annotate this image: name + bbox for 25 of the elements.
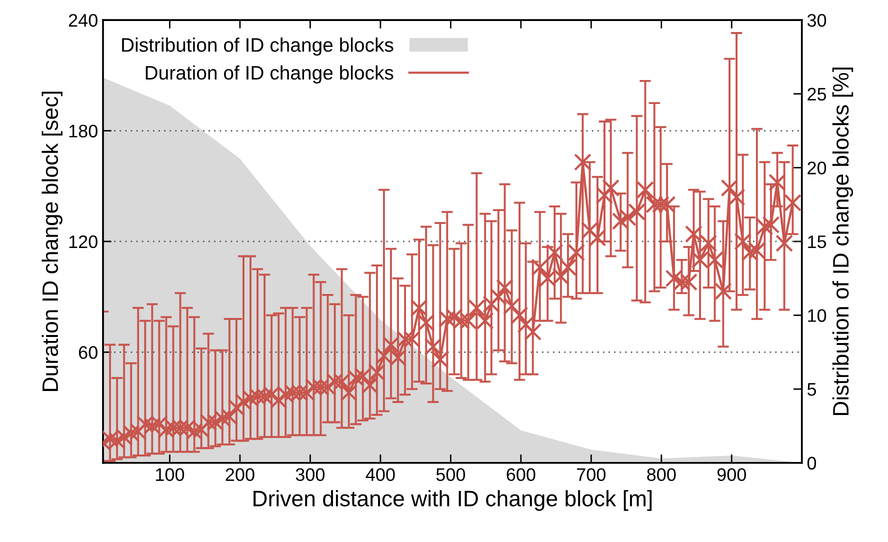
y2-tick-label: 10: [808, 309, 826, 322]
y2-tick-label: 20: [808, 162, 826, 174]
legend-label: Duration of ID change blocks: [146, 65, 394, 84]
y2-axis-title: Distribution of ID change blocks [%]: [832, 68, 854, 416]
y2-tick-label: 30: [807, 14, 826, 27]
x-tick-label: 100: [156, 468, 184, 481]
x-tick-label: 500: [436, 468, 466, 481]
y-tick-label: 120: [69, 235, 98, 248]
y-tick-label: 240: [68, 14, 98, 27]
y-tick-label: 60: [78, 346, 98, 359]
x-tick-label: 900: [717, 468, 746, 481]
x-tick-label: 800: [647, 468, 676, 481]
x-tick-label: 600: [506, 468, 536, 481]
y2-tick-label: 5: [807, 383, 816, 396]
x-tick-label: 200: [226, 468, 254, 481]
x-tick-label: 400: [366, 468, 395, 481]
x-tick-label: 700: [577, 468, 606, 481]
y2-tick-label: 15: [808, 236, 826, 248]
x-tick-label: 300: [296, 468, 325, 481]
x-axis-title: Driven distance with ID change block [m]: [254, 490, 652, 511]
y-axis-title: Duration ID change block [sec]: [42, 92, 62, 391]
y-tick-label: 180: [69, 124, 98, 138]
y2-tick-label: 0: [807, 456, 816, 470]
y2-tick-label: 25: [808, 88, 826, 101]
legend-label: Distribution of ID change blocks: [122, 38, 394, 56]
